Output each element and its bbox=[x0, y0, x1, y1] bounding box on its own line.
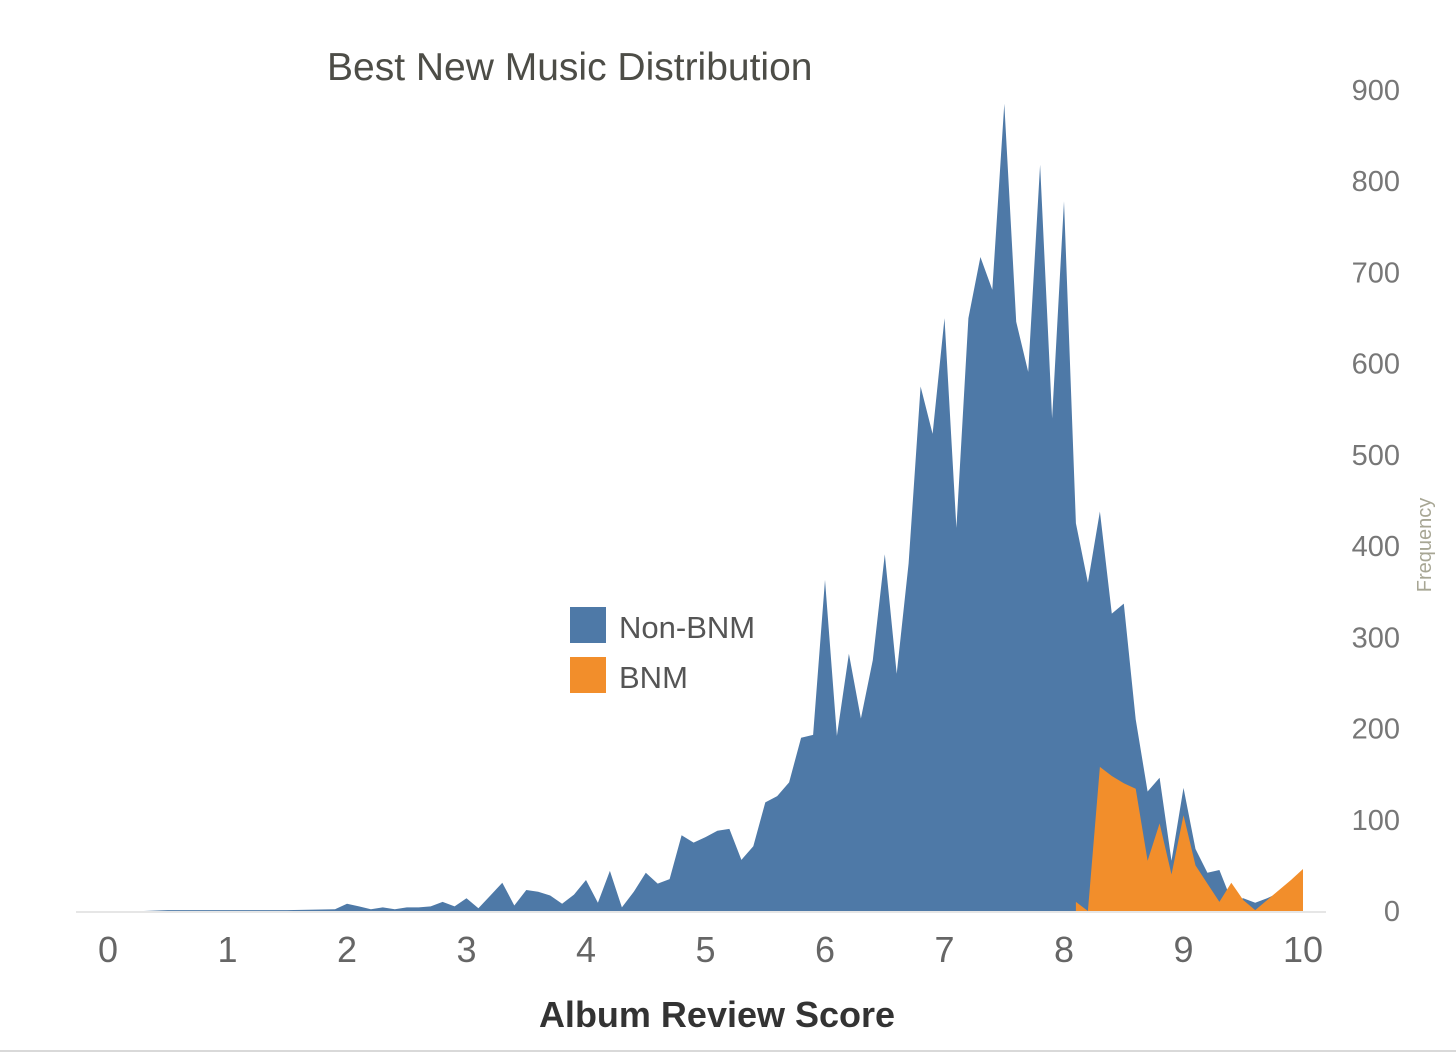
legend-swatch-bnm bbox=[570, 657, 606, 693]
x-tick-label: 2 bbox=[337, 929, 357, 970]
x-tick-label: 3 bbox=[456, 929, 476, 970]
bottom-divider bbox=[0, 1050, 1456, 1052]
x-axis-ticks: 0 1 2 3 4 5 6 7 8 9 10 bbox=[98, 929, 1323, 970]
y-tick-label: 100 bbox=[1352, 805, 1400, 837]
y-tick-label: 500 bbox=[1352, 440, 1400, 472]
y-tick-label: 600 bbox=[1352, 349, 1400, 381]
y-axis-label: Frequency bbox=[1414, 498, 1436, 593]
legend: Non-BNM BNM bbox=[570, 607, 755, 695]
y-tick-label: 900 bbox=[1352, 75, 1400, 107]
y-tick-label: 200 bbox=[1352, 714, 1400, 746]
y-axis-ticks: 0 100 200 300 400 500 600 700 800 900 bbox=[1352, 75, 1400, 928]
legend-label-non-bnm: Non-BNM bbox=[619, 610, 755, 645]
series-area-bnm bbox=[1075, 766, 1303, 911]
y-tick-label: 0 bbox=[1384, 896, 1400, 928]
x-axis-label: Album Review Score bbox=[539, 994, 895, 1035]
legend-label-bnm: BNM bbox=[619, 660, 688, 695]
legend-swatch-non-bnm bbox=[570, 607, 606, 643]
x-tick-label: 7 bbox=[934, 929, 954, 970]
series-areas bbox=[108, 103, 1303, 911]
x-tick-label: 0 bbox=[98, 929, 118, 970]
x-tick-label: 9 bbox=[1173, 929, 1193, 970]
x-tick-label: 5 bbox=[695, 929, 715, 970]
y-tick-label: 800 bbox=[1352, 166, 1400, 198]
x-tick-label: 6 bbox=[815, 929, 835, 970]
y-tick-label: 400 bbox=[1352, 531, 1400, 563]
x-tick-label: 8 bbox=[1054, 929, 1074, 970]
x-tick-label: 10 bbox=[1283, 929, 1323, 970]
series-area-non-bnm bbox=[108, 103, 1303, 911]
y-tick-label: 700 bbox=[1352, 258, 1400, 290]
x-tick-label: 1 bbox=[217, 929, 237, 970]
x-tick-label: 4 bbox=[576, 929, 596, 970]
y-tick-label: 300 bbox=[1352, 622, 1400, 654]
chart-title: Best New Music Distribution bbox=[327, 46, 812, 89]
